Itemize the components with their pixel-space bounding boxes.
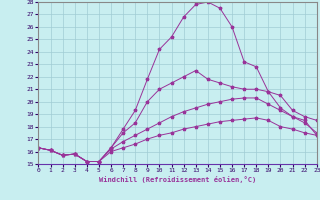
X-axis label: Windchill (Refroidissement éolien,°C): Windchill (Refroidissement éolien,°C) [99, 176, 256, 183]
